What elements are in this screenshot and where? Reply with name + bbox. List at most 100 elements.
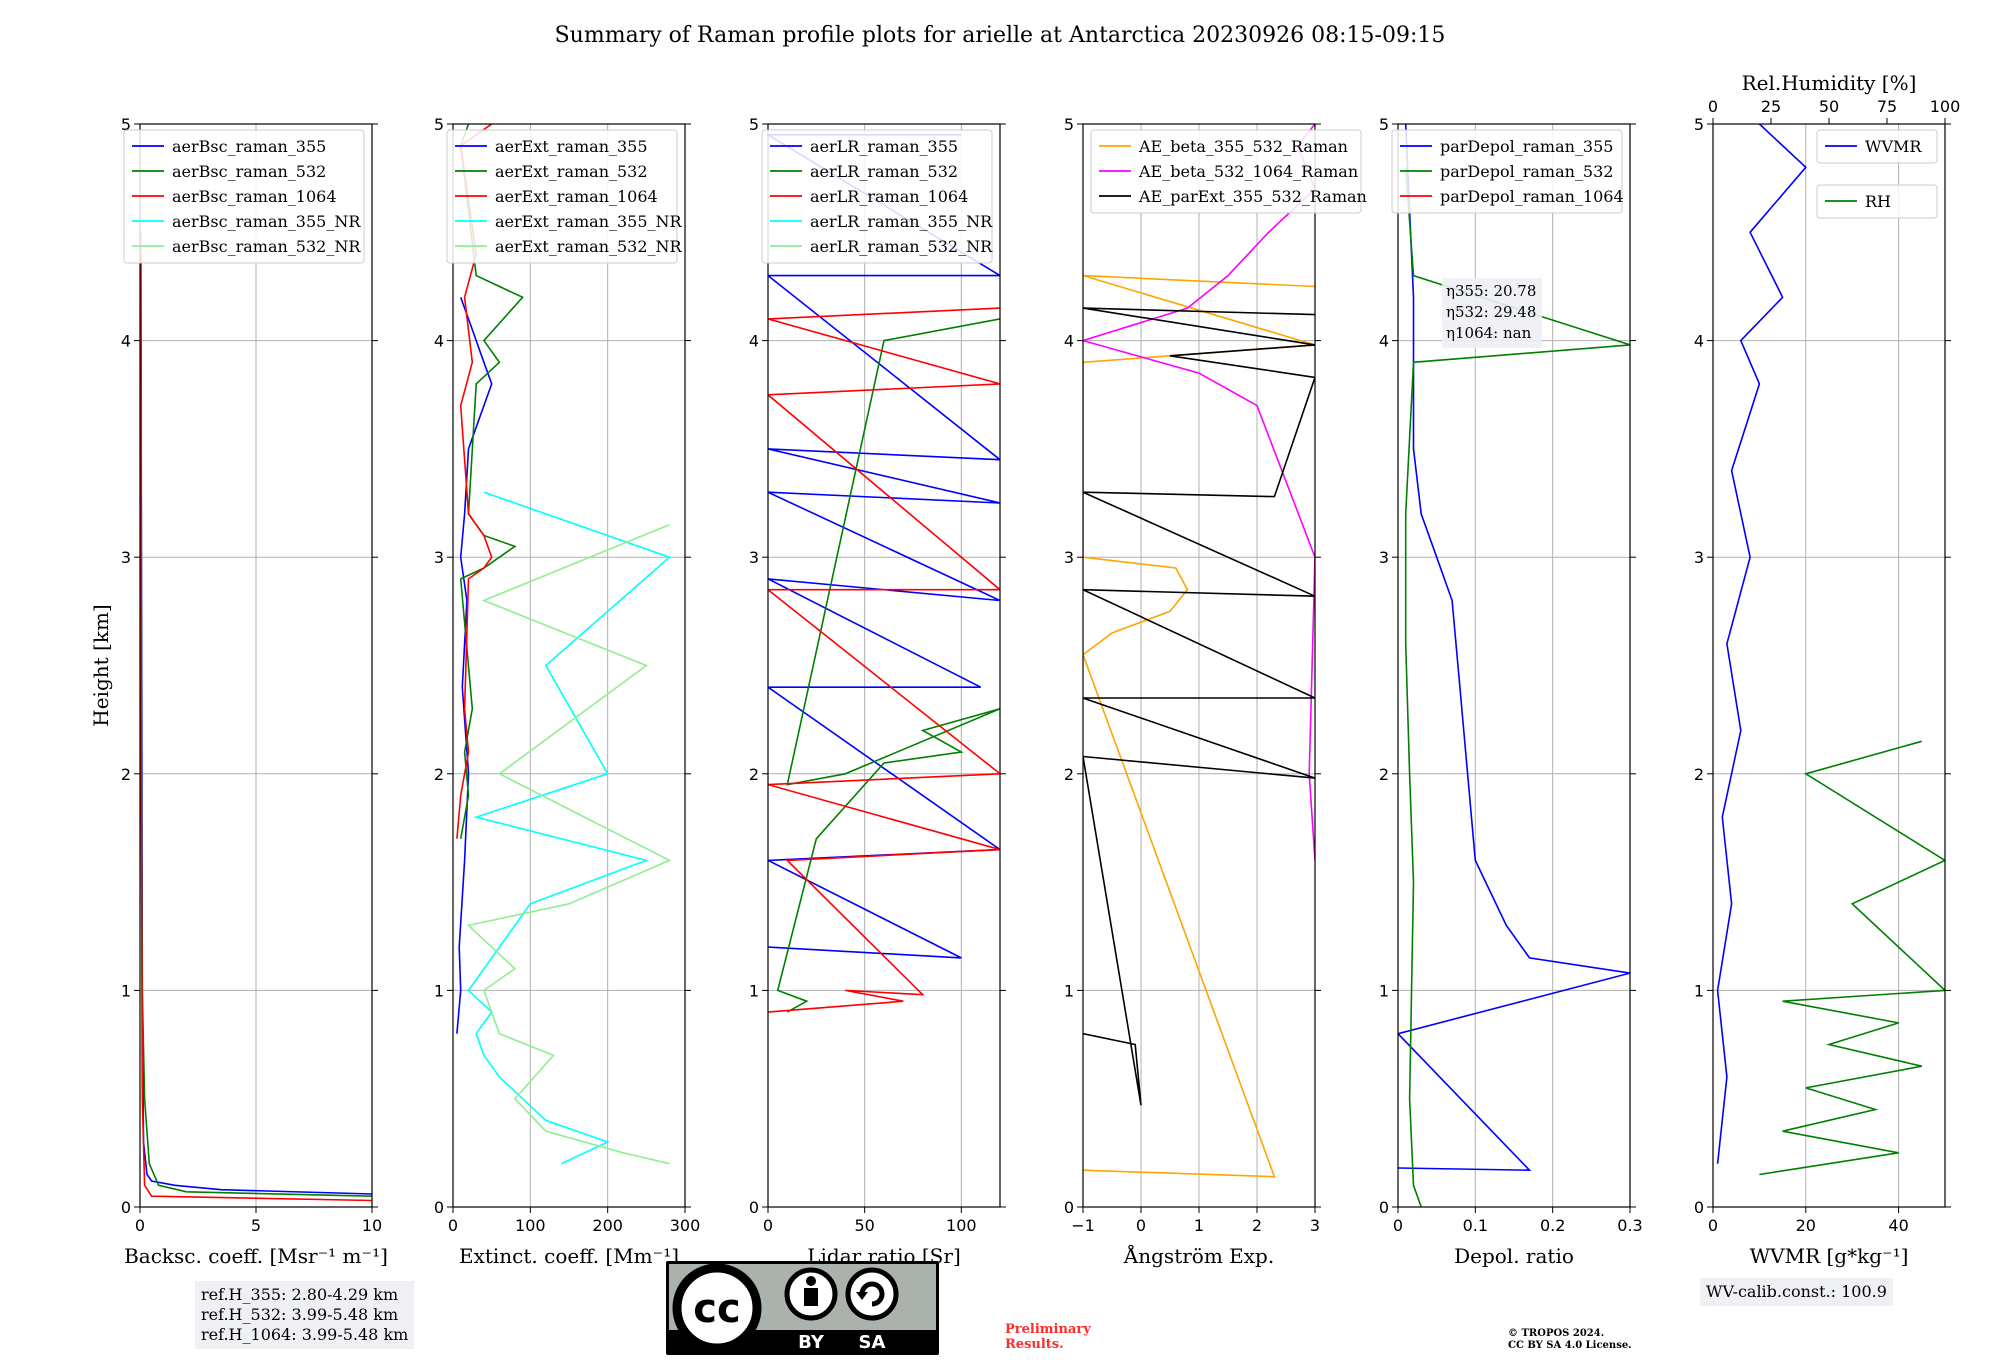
series-line-aerBsc_raman_532: [140, 340, 372, 1197]
series-line-aerExt_raman_532_NR: [466, 523, 672, 1165]
y-tick-label: 3: [1379, 548, 1389, 567]
cc-license-badge: cc BY SA: [666, 1261, 939, 1355]
series-group: [1083, 124, 1315, 1178]
legend-label-parDepol_raman_355: parDepol_raman_355: [1440, 137, 1613, 156]
y-tick-label: 0: [434, 1198, 444, 1217]
cc-logo-text: cc: [693, 1286, 740, 1332]
share-alike-icon: [845, 1267, 899, 1321]
legend-label-parDepol_raman_532: parDepol_raman_532: [1440, 162, 1613, 181]
x-axis-label: Ångström Exp.: [1123, 1243, 1274, 1268]
y-tick-label: 0: [1694, 1198, 1704, 1217]
axes-frame: [452, 123, 686, 1208]
y-tick-label: 2: [749, 765, 759, 784]
y-axis-label: Height [km]: [89, 604, 113, 726]
legend-label-aerBsc_raman_355: aerBsc_raman_355: [172, 137, 326, 156]
ref-height-1064: ref.H_1064: 3.99-5.48 km: [201, 1325, 409, 1344]
legend: aerLR_raman_355 aerLR_raman_532 aerLR_rama…: [761, 129, 993, 264]
x-tick-label: 1: [1194, 1216, 1204, 1235]
legend-label-aerBsc_raman_532_NR: aerBsc_raman_532_NR: [172, 237, 361, 256]
series-line-RH: [1759, 740, 1945, 1176]
y-tick-label: 2: [121, 765, 131, 784]
legend-label-aerExt_raman_1064: aerExt_raman_1064: [495, 187, 658, 206]
annotation-text: η355: 20.78: [1446, 282, 1536, 300]
x-tick-label: 0: [1708, 1216, 1718, 1235]
cc-logo-icon: [672, 1263, 762, 1353]
x-tick-label: 100: [946, 1216, 977, 1235]
legend-label-aerLR_raman_355_NR: aerLR_raman_355_NR: [810, 212, 993, 231]
x-axis-label: Depol. ratio: [1454, 1244, 1574, 1268]
legend-label-aerLR_raman_532_NR: aerLR_raman_532_NR: [810, 237, 993, 256]
x-tick-label: 20: [1796, 1216, 1816, 1235]
x-tick-label: 50: [854, 1216, 874, 1235]
legend-label-AE_parExt_355_532_Raman: AE_parExt_355_532_Raman: [1138, 187, 1367, 206]
y-tick-label: 5: [434, 115, 444, 134]
y-tick-label: 2: [1379, 765, 1389, 784]
x-tick-label: 300: [670, 1216, 701, 1235]
y-tick-label: 0: [749, 1198, 759, 1217]
series-line-parDepol_raman_532: [1404, 167, 1630, 1207]
preliminary-note: Preliminary Results.: [1005, 1322, 1091, 1352]
reference-heights-box: ref.H_355: 2.80-4.29 km ref.H_532: 3.99-…: [195, 1281, 415, 1349]
copyright-line-1: © TROPOS 2024.: [1508, 1328, 1605, 1339]
x-top-tick-label: 0: [1708, 97, 1718, 116]
series-line-aerLR_raman_532: [776, 318, 1000, 1013]
panel-5: 0 0.1 0.2 0.3 0 1 2 3 4 5 Depol. ratio parDepol_ram…: [1379, 115, 1643, 1268]
legend-label-aerExt_raman_355: aerExt_raman_355: [495, 137, 648, 156]
y-tick-label: 1: [749, 981, 759, 1000]
x-axis-label: Extinct. coeff. [Mm⁻¹]: [459, 1244, 679, 1268]
x-top-tick-label: 100: [1930, 97, 1961, 116]
x-tick-label: 5: [251, 1216, 261, 1235]
y-tick-label: 3: [434, 548, 444, 567]
y-tick-label: 2: [1064, 765, 1074, 784]
series-line-WVMR: [1716, 124, 1807, 1164]
wv-calib-constant: WV-calib.const.: 100.9: [1706, 1282, 1887, 1301]
x-top-tick-label: 25: [1761, 97, 1781, 116]
panel-2: 0 100 200 300 0 1 2 3 4 5 Extinct. coeff. [Mm⁻¹] ae…: [434, 115, 700, 1268]
ref-height-355: ref.H_355: 2.80-4.29 km: [201, 1285, 399, 1304]
legend-label-aerExt_raman_355_NR: aerExt_raman_355_NR: [495, 212, 683, 231]
series-line-aerLR_raman_1064: [768, 307, 1000, 1013]
y-tick-label: 3: [1064, 548, 1074, 567]
y-tick-label: 4: [434, 332, 444, 351]
y-tick-label: 5: [121, 115, 131, 134]
legend-label-aerLR_raman_532: aerLR_raman_532: [810, 162, 958, 181]
preliminary-line-1: Preliminary: [1005, 1322, 1091, 1337]
x-tick-label: −1: [1071, 1216, 1095, 1235]
legend-box: [123, 129, 365, 264]
y-tick-label: 5: [1379, 115, 1389, 134]
x-tick-label: 3: [1310, 1216, 1320, 1235]
series-group: [1716, 124, 1945, 1176]
axes-frame: [767, 123, 1001, 1208]
x-axis-label: WVMR [g*kg⁻¹]: [1750, 1244, 1909, 1268]
by-label: BY: [798, 1332, 825, 1353]
copyright-note: © TROPOS 2024. CC BY SA 4.0 License.: [1508, 1328, 1632, 1352]
y-tick-label: 1: [434, 981, 444, 1000]
x-tick-label: 0: [1393, 1216, 1403, 1235]
panel-6: 0 20 40 0 1 2 3 4 5 WVMR [g*kg⁻¹] 0 25 50 75 100 Rel.Hu…: [1694, 71, 1960, 1268]
legend-box: [446, 129, 678, 264]
y-tick-label: 1: [1064, 981, 1074, 1000]
x-tick-label: 0: [448, 1216, 458, 1235]
legend-label-WVMR: WVMR: [1865, 137, 1922, 156]
y-tick-label: 4: [121, 332, 131, 351]
series-group: [768, 134, 1000, 1013]
y-tick-label: 4: [749, 332, 759, 351]
y-tick-label: 0: [1379, 1198, 1389, 1217]
series-line-aerExt_raman_355_NR: [467, 491, 672, 1165]
legend-box: [1816, 129, 1938, 164]
y-tick-label: 2: [1694, 765, 1704, 784]
y-tick-label: 5: [1064, 115, 1074, 134]
x-tick-label: 2: [1252, 1216, 1262, 1235]
legend-label-aerLR_raman_355: aerLR_raman_355: [810, 137, 958, 156]
x-tick-label: 200: [592, 1216, 623, 1235]
panel-1: 0 5 10 0 1 2 3 4 5 Backsc. coeff. [Msr⁻¹ m⁻¹] Heig…: [89, 115, 388, 1268]
x-top-tick-label: 50: [1819, 97, 1839, 116]
series-line-aerBsc_raman_1064: [140, 232, 372, 1202]
series-group: [456, 124, 672, 1165]
series-line-parDepol_raman_355: [1398, 124, 1630, 1172]
x-tick-label: 40: [1888, 1216, 1908, 1235]
legend: aerExt_raman_355 aerExt_raman_532 aerExt_r…: [446, 129, 683, 264]
y-tick-label: 1: [121, 981, 131, 1000]
